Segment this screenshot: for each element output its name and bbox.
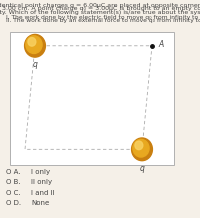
Text: infinity. Which of the following statement(s) is/are true about the system?: infinity. Which of the following stateme… [0, 10, 200, 15]
Circle shape [26, 36, 42, 53]
Text: I. The work done by the electric field to move q₀ from infinity to point A is +1: I. The work done by the electric field t… [6, 15, 200, 20]
Circle shape [25, 34, 45, 57]
Circle shape [132, 138, 152, 161]
Text: None: None [31, 200, 49, 206]
Text: q: q [140, 164, 144, 173]
Text: O B.: O B. [6, 179, 21, 186]
Text: O A.: O A. [6, 169, 21, 175]
Circle shape [135, 141, 143, 150]
Bar [10, 32, 174, 165]
Text: I and II: I and II [31, 190, 55, 196]
Text: q: q [33, 60, 37, 69]
Text: I only: I only [31, 169, 50, 175]
Circle shape [133, 139, 149, 157]
Text: A: A [158, 40, 163, 49]
Text: O D.: O D. [6, 200, 21, 206]
Circle shape [28, 37, 36, 46]
Text: II only: II only [31, 179, 52, 186]
Text: II. The work done by an external force to move q₀ from infinity to point A is +1: II. The work done by an external force t… [6, 18, 200, 23]
Text: O C.: O C. [6, 190, 21, 196]
Text: square with length 3.00 cm. A point charge q₀ = 3.00μC is brought to an empty co: square with length 3.00 cm. A point char… [0, 6, 200, 11]
Text: Two identical point charges q = 6.00μC are placed at opposite corners of a: Two identical point charges q = 6.00μC a… [0, 3, 200, 8]
